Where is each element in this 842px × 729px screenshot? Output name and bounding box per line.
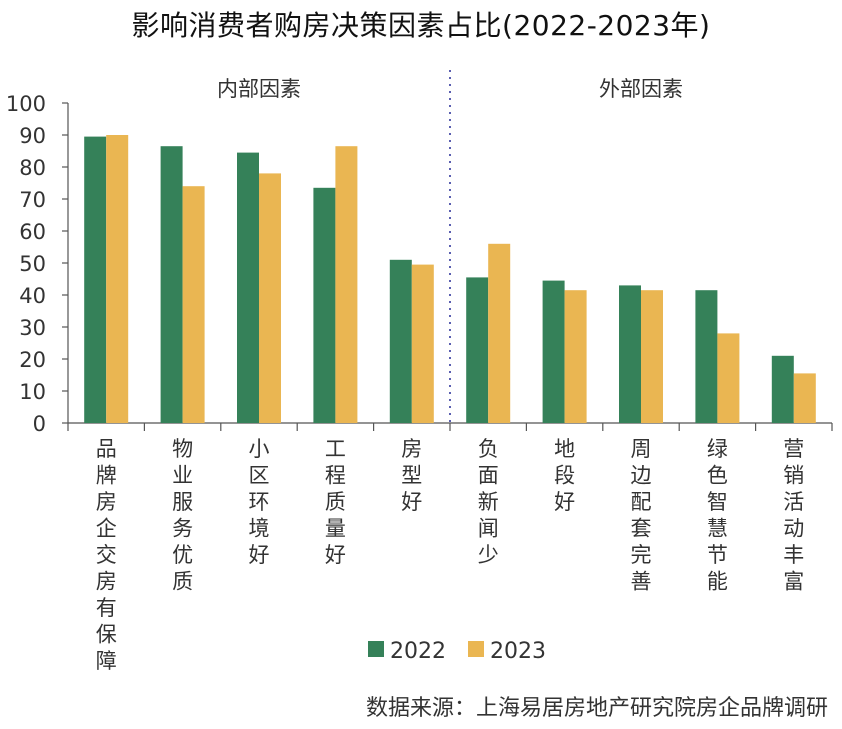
y-tick-label: 80	[19, 156, 46, 180]
category-label: 绿色智慧节能	[707, 437, 728, 594]
bar-2022-8	[695, 290, 718, 423]
y-tick-label: 40	[19, 284, 46, 308]
legend: 2022 2023	[368, 639, 546, 664]
bar-2023-6	[564, 290, 587, 423]
category-label: 房型好	[401, 437, 422, 514]
group-label: 外部因素	[599, 77, 683, 101]
category-label: 周边配套完善	[631, 437, 652, 594]
legend-swatch	[368, 641, 384, 657]
source-note: 数据来源：上海易居房地产研究院房企品牌调研	[365, 696, 828, 721]
category-label: 品牌房企交房有保障	[96, 437, 117, 673]
category-label: 工程质量好	[325, 437, 346, 567]
bar-2023-4	[411, 264, 434, 423]
y-tick-label: 30	[19, 316, 46, 340]
bar-2023-5	[488, 243, 511, 423]
y-tick-label: 100	[6, 92, 46, 116]
chart-title: 影响消费者购房决策因素占比(2022-2023年)	[131, 9, 711, 42]
group-label: 内部因素	[217, 77, 301, 101]
bar-2023-0	[106, 135, 129, 423]
bar-2022-3	[313, 187, 336, 423]
bar-2022-1	[160, 146, 183, 423]
bar-2023-7	[641, 290, 663, 423]
bar-2023-1	[182, 186, 205, 423]
legend-swatch	[468, 641, 484, 657]
y-tick-label: 20	[19, 348, 46, 372]
bar-2022-0	[84, 136, 107, 423]
category-label: 物业服务优质	[172, 437, 193, 594]
y-tick-label: 50	[19, 252, 46, 276]
bar-2023-9	[793, 373, 816, 423]
y-tick-label: 10	[19, 380, 46, 404]
bar-2023-3	[335, 146, 358, 423]
category-label: 小区环境好	[249, 437, 270, 567]
bar-2022-5	[466, 277, 489, 423]
category-label: 负面新闻少	[478, 437, 499, 567]
y-tick-label: 90	[19, 124, 46, 148]
legend-label: 2023	[490, 639, 546, 664]
bar-2022-4	[389, 259, 412, 423]
y-tick-label: 0	[33, 412, 46, 436]
bar-2022-7	[619, 285, 641, 423]
category-label: 营销活动丰富	[783, 437, 804, 594]
y-tick-label: 70	[19, 188, 46, 212]
legend-label: 2022	[390, 639, 446, 664]
bar-2022-2	[237, 152, 259, 423]
bars-layer	[84, 135, 816, 423]
bar-2022-6	[542, 280, 565, 423]
bar-2022-9	[771, 355, 794, 423]
bar-2023-8	[717, 333, 740, 423]
bar-2023-2	[259, 173, 281, 423]
category-label: 地段好	[554, 437, 575, 514]
y-tick-label: 60	[19, 220, 46, 244]
